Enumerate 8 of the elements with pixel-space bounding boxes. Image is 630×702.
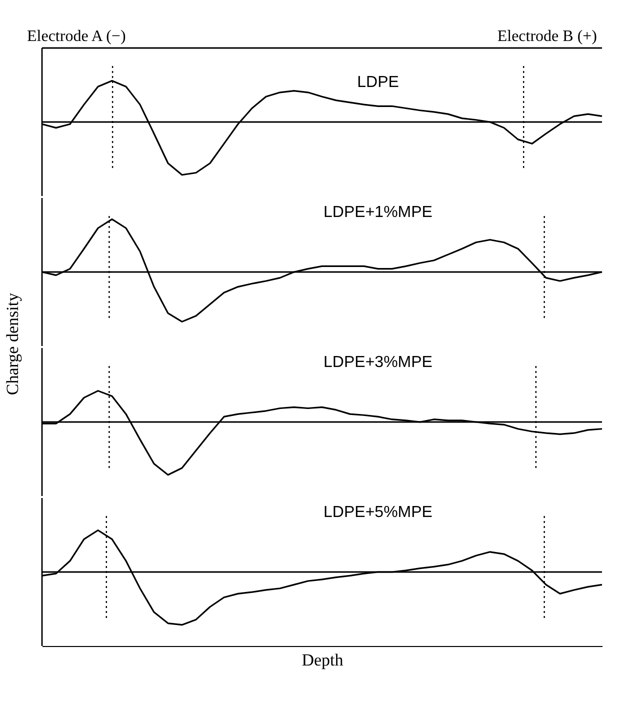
text: LDPE+3%MPE	[324, 354, 432, 371]
series-label: LDPE	[357, 74, 399, 91]
text: LDPE+5%MPE	[324, 504, 432, 521]
text: Electrode B (+)	[497, 28, 597, 45]
x-axis-title: Depth	[302, 650, 344, 670]
text: Electrode A (−)	[27, 28, 126, 45]
y-axis-title: Charge density	[3, 292, 22, 396]
text: LDPE+1%MPE	[324, 204, 432, 221]
